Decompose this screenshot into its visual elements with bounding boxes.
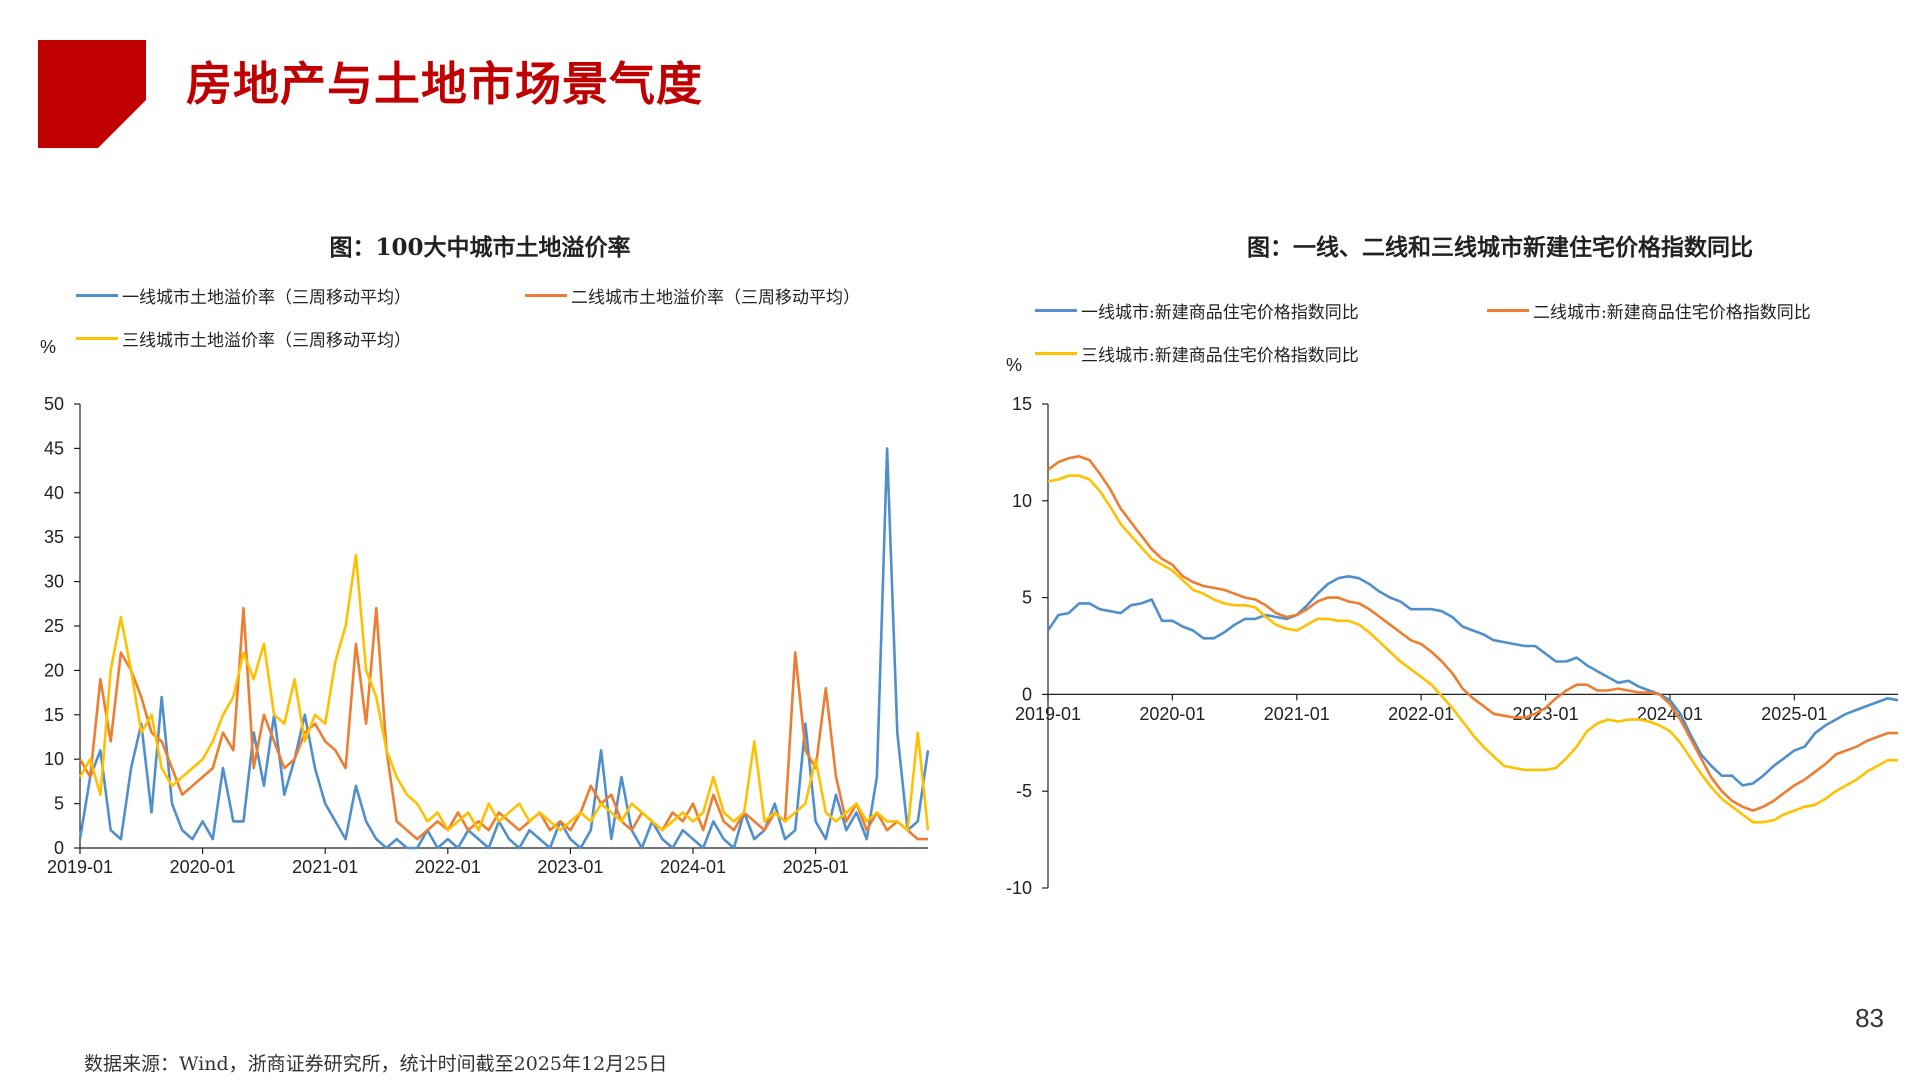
x-tick-label: 2021-01: [1264, 704, 1330, 724]
header-accent-shape: [38, 40, 146, 148]
chart-1-y-unit: %: [40, 337, 57, 357]
y-tick-label: 15: [1012, 394, 1032, 414]
legend-label: 一线城市:新建商品住宅价格指数同比: [1081, 303, 1359, 323]
y-tick-label: 10: [1012, 491, 1032, 511]
x-tick-label: 2025-01: [1761, 704, 1827, 724]
page-number: 83: [1855, 1003, 1884, 1033]
chart-2-plot: 15 10 5 0 -5 -10 2019-01 2020-01 2021-01 2022-01 2…: [1006, 394, 1899, 898]
y-tick-label: 10: [44, 749, 64, 769]
chart-2-title: 图：一线、二线和三线城市新建住宅价格指数同比: [1247, 234, 1753, 261]
x-tick-label: 2020-01: [1139, 704, 1205, 724]
chart-1-legend-series-3: 三线城市土地溢价率（三周移动平均）: [76, 326, 411, 351]
x-tick-label: 2023-01: [537, 857, 603, 877]
legend-label: 二线城市土地溢价率（三周移动平均）: [571, 288, 860, 308]
x-tick-label: 2021-01: [292, 857, 358, 877]
y-tick-label: 0: [54, 838, 64, 858]
series-line-3: [78, 553, 930, 832]
x-tick-label: 2019-01: [47, 857, 113, 877]
y-tick-label: 50: [44, 394, 64, 414]
x-tick-label: 2024-01: [1637, 704, 1703, 724]
chart-2-legend-series-2: 二线城市:新建商品住宅价格指数同比: [1487, 298, 1811, 323]
y-tick-label: 25: [44, 616, 64, 636]
y-tick-label: 15: [44, 705, 64, 725]
y-tick-label: -10: [1006, 878, 1032, 898]
legend-label: 三线城市:新建商品住宅价格指数同比: [1081, 346, 1359, 366]
legend-swatch: [1035, 352, 1077, 355]
chart-2-legend-series-1: 一线城市:新建商品住宅价格指数同比: [1035, 298, 1359, 323]
legend-swatch: [1487, 309, 1529, 312]
y-tick-label: -5: [1016, 781, 1032, 801]
slide-title: 房地产与土地市场景气度: [186, 57, 703, 111]
source-note: 数据来源：Wind，浙商证券研究所，统计时间截至2025年12月25日: [84, 1053, 668, 1075]
x-tick-label: 2020-01: [170, 857, 236, 877]
y-tick-label: 45: [44, 438, 64, 458]
x-tick-label: 2023-01: [1513, 704, 1579, 724]
legend-label: 二线城市:新建商品住宅价格指数同比: [1533, 303, 1811, 323]
legend-swatch: [76, 337, 118, 340]
legend-swatch: [1035, 309, 1077, 312]
chart-1-legend-series-2: 二线城市土地溢价率（三周移动平均）: [525, 283, 860, 308]
y-tick-label: 5: [54, 794, 64, 814]
chart-1-title: 图：100大中城市土地溢价率: [329, 234, 631, 261]
x-tick-label: 2022-01: [415, 857, 481, 877]
y-tick-label: 20: [44, 660, 64, 680]
x-tick-label: 2019-01: [1015, 704, 1081, 724]
legend-label: 三线城市土地溢价率（三周移动平均）: [122, 331, 411, 351]
legend-swatch: [76, 294, 118, 297]
y-tick-label: 5: [1022, 588, 1032, 608]
series-line-1: [78, 447, 930, 850]
x-tick-label: 2025-01: [783, 857, 849, 877]
y-tick-label: 40: [44, 483, 64, 503]
legend-label: 一线城市土地溢价率（三周移动平均）: [122, 288, 411, 308]
chart-2-y-unit: %: [1006, 355, 1023, 375]
chart-2-legend-series-3: 三线城市:新建商品住宅价格指数同比: [1035, 341, 1359, 366]
series-line-2: [1047, 455, 1898, 812]
chart-1-legend-series-1: 一线城市土地溢价率（三周移动平均）: [76, 283, 411, 308]
y-tick-label: 0: [1022, 684, 1032, 704]
y-tick-label: 30: [44, 572, 64, 592]
series-line-1: [1046, 575, 1899, 787]
x-tick-label: 2024-01: [660, 857, 726, 877]
y-tick-label: 35: [44, 527, 64, 547]
series-line-3: [1047, 474, 1898, 824]
x-tick-label: 2022-01: [1388, 704, 1454, 724]
legend-swatch: [525, 294, 567, 297]
series-line-2: [78, 606, 928, 841]
